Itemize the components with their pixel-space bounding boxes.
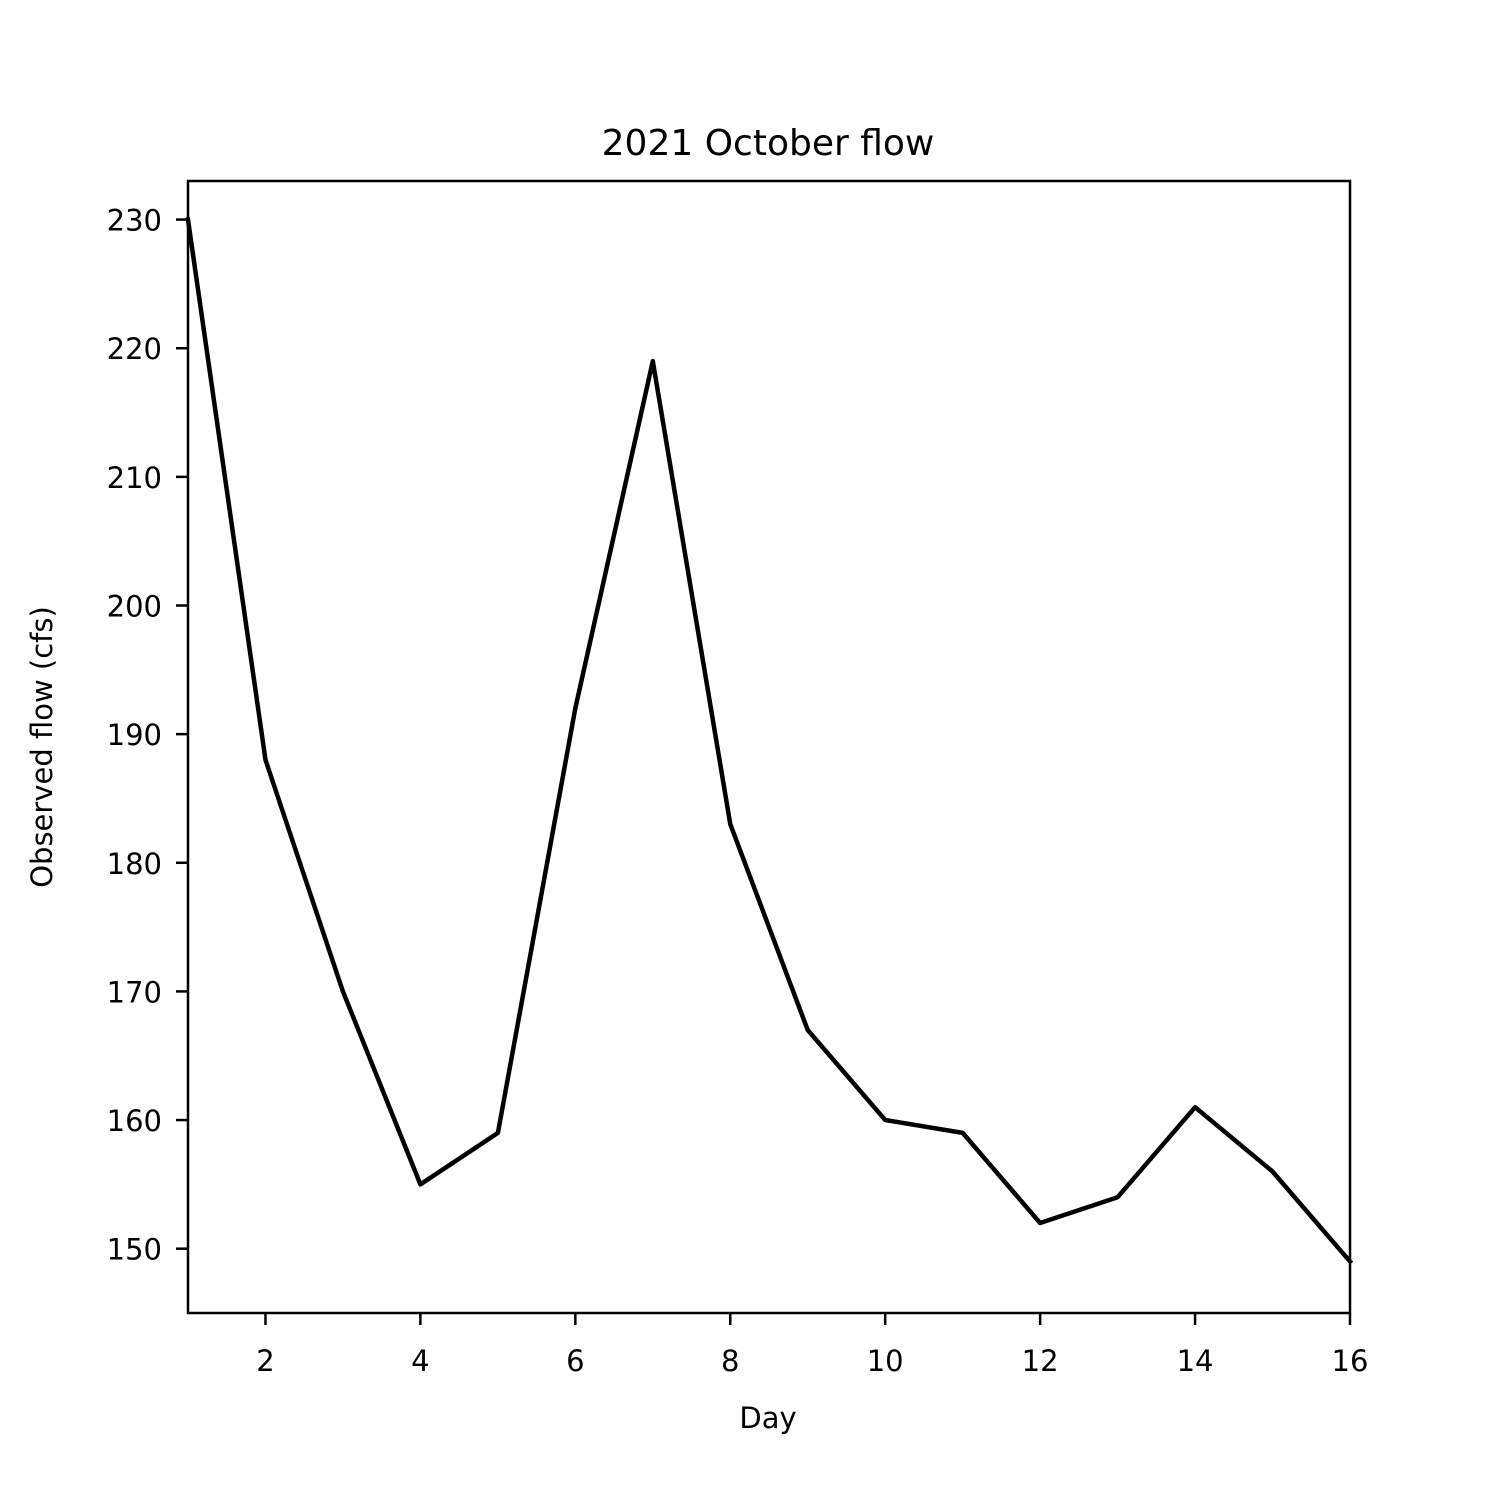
y-tick-label-220: 220 [107, 332, 162, 366]
y-tick-label-200: 200 [107, 590, 162, 624]
y-tick-label-230: 230 [107, 204, 162, 238]
x-tick-label-12: 12 [1022, 1344, 1059, 1378]
chart-title: 2021 October flow [602, 123, 935, 164]
x-tick-label-8: 8 [721, 1344, 739, 1378]
x-tick-label-2: 2 [256, 1344, 274, 1378]
y-tick-label-190: 190 [107, 718, 162, 752]
x-tick-label-14: 14 [1177, 1344, 1214, 1378]
plot-area: 2 4 6 8 10 12 14 16 150 160 170 180 190 200 210 220 230 [107, 179, 1369, 1378]
y-tick-label-210: 210 [107, 461, 162, 495]
plot-frame [186, 179, 1352, 1315]
y-axis-label: Observed flow (cfs) [25, 606, 59, 888]
y-tick-label-160: 160 [107, 1104, 162, 1138]
series-line-0 [185, 217, 1354, 1265]
x-tick-label-10: 10 [867, 1344, 904, 1378]
y-tick-label-150: 150 [107, 1233, 162, 1267]
y-tick-label-170: 170 [107, 975, 162, 1009]
x-tick-label-16: 16 [1332, 1344, 1369, 1378]
x-tick-label-4: 4 [411, 1344, 429, 1378]
y-tick-label-180: 180 [107, 847, 162, 881]
x-tick-label-6: 6 [566, 1344, 584, 1378]
x-axis-label: Day [739, 1401, 796, 1435]
